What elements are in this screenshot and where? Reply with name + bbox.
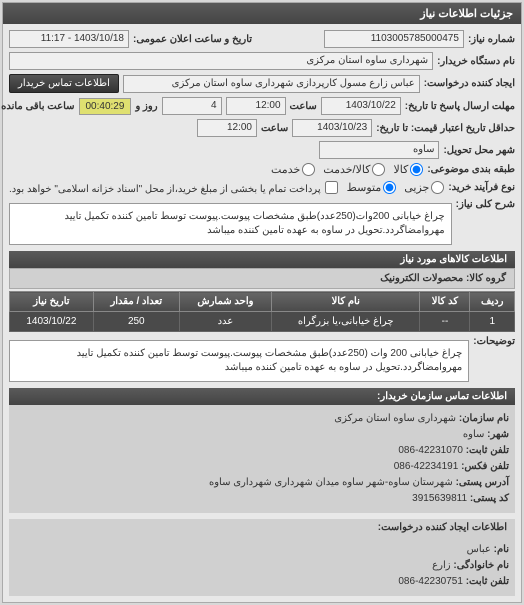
phone-label: تلفن ثابت: — [466, 445, 509, 456]
creator-name-label: ایجاد کننده درخواست: — [424, 78, 515, 89]
cr-name-label: نام: — [494, 544, 509, 555]
payment-note-checkbox[interactable] — [325, 181, 338, 194]
budget-opt-0-label: کالا — [393, 163, 408, 176]
goods-info-header: اطلاعات کالاهای مورد نیاز — [9, 251, 515, 268]
creator-section: نام: عباس نام خانوادگی: زارع تلفن ثابت: … — [9, 536, 515, 596]
remaining-suffix: ساعت باقی مانده — [1, 101, 74, 112]
validity-label: حداقل تاریخ اعتبار قیمت: تا تاریخ: — [376, 123, 515, 134]
request-no-value: 1103005785000475 — [324, 30, 464, 48]
announce-date-label: تاریخ و ساعت اعلان عمومی: — [133, 34, 252, 45]
post-label: کد پستی: — [470, 493, 509, 504]
col-code: کد کالا — [420, 292, 470, 312]
cr-phone-value: 42230751-086 — [398, 576, 463, 587]
validity-time: 12:00 — [197, 119, 257, 137]
need-details-panel: جزئیات اطلاعات نیاز شماره نیاز: 11030057… — [2, 2, 522, 603]
cr-name-value: عباس — [467, 544, 491, 555]
phone-value: 42231070-086 — [398, 445, 463, 456]
col-qty: تعداد / مقدار — [93, 292, 179, 312]
validity-time-label: ساعت — [261, 123, 288, 134]
post-value: 3915639811 — [412, 493, 467, 504]
cell-name: چراغ خیابانی،یا بزرگراه — [272, 312, 420, 332]
buy-opt-1[interactable]: متوسط — [347, 181, 397, 194]
budget-radio-2[interactable] — [302, 163, 315, 176]
cell-unit: عدد — [179, 312, 271, 332]
buy-opt-0-label: جزیی — [404, 181, 429, 194]
buy-radio-1[interactable] — [383, 181, 396, 194]
buy-opt-0[interactable]: جزیی — [404, 181, 444, 194]
request-no-label: شماره نیاز: — [468, 34, 515, 45]
goods-group-value: محصولات الکترونیک — [380, 273, 463, 284]
cr-fam-value: زارع — [432, 560, 450, 571]
table-row[interactable]: 1 -- چراغ خیابانی،یا بزرگراه عدد 250 140… — [10, 312, 515, 332]
budget-radio-0[interactable] — [410, 163, 423, 176]
addr-value: شهرستان ساوه-شهر ساوه میدان شهرداری شهرد… — [209, 477, 453, 488]
validity-date: 1403/10/23 — [292, 119, 372, 137]
col-date: تاریخ نیاز — [10, 292, 94, 312]
col-name: نام کالا — [272, 292, 420, 312]
cr-phone-label: تلفن ثابت: — [466, 576, 509, 587]
contact-header: اطلاعات تماس سازمان خریدار: — [9, 388, 515, 405]
org-label: نام سازمان: — [459, 413, 509, 424]
budget-opt-1[interactable]: کالا/خدمت — [323, 163, 385, 176]
goods-group-label: گروه کالا: — [466, 273, 506, 284]
col-unit: واحد شمارش — [179, 292, 271, 312]
goods-group-row: گروه کالا: محصولات الکترونیک — [9, 268, 515, 289]
remaining-days: 4 — [162, 97, 222, 115]
deadline-time-label: ساعت — [290, 101, 317, 112]
city-label: شهر: — [487, 429, 509, 440]
payment-note-text: پرداخت تمام یا بخشی از مبلغ خرید،از محل … — [9, 184, 321, 195]
main-desc-text: چراغ خیابانی 200وات(250عدد)طبق مشخصات پی… — [9, 203, 452, 245]
detail-desc-text: چراغ خیابانی 200 وات (250عدد)طبق مشخصات … — [9, 340, 469, 382]
buy-type-label: نوع فرآیند خرید: — [448, 182, 515, 193]
delivery-city-label: شهر محل تحویل: — [443, 145, 515, 156]
col-row: ردیف — [470, 292, 515, 312]
budget-opt-2-label: خدمت — [271, 163, 300, 176]
buy-type-group: جزیی متوسط — [347, 181, 445, 194]
cell-row: 1 — [470, 312, 515, 332]
fax-value: 42234191-086 — [394, 461, 459, 472]
budget-type-label: طبقه بندی موضوعی: — [427, 164, 515, 175]
announce-date-value: 1403/10/18 - 11:17 — [9, 30, 129, 48]
buyer-name-value: شهرداری ساوه استان مرکزی — [9, 52, 433, 70]
org-value: شهرداری ساوه استان مرکزی — [334, 413, 456, 424]
buyer-name-label: نام دستگاه خریدار: — [437, 56, 515, 67]
addr-label: آدرس پستی: — [456, 477, 509, 488]
main-desc-label: شرح کلی نیاز: — [456, 199, 515, 210]
deadline-time: 12:00 — [226, 97, 286, 115]
contact-section: نام سازمان: شهرداری ساوه استان مرکزی شهر… — [9, 405, 515, 513]
remaining-days-label: روز و — [135, 101, 157, 112]
goods-table-header-row: ردیف کد کالا نام کالا واحد شمارش تعداد /… — [10, 292, 515, 312]
cell-qty: 250 — [93, 312, 179, 332]
buy-radio-0[interactable] — [431, 181, 444, 194]
panel-title: جزئیات اطلاعات نیاز — [3, 3, 521, 24]
buy-opt-1-label: متوسط — [347, 181, 382, 194]
contact-buyer-button[interactable]: اطلاعات تماس خریدار — [9, 74, 119, 93]
budget-radio-1[interactable] — [372, 163, 385, 176]
fax-label: تلفن فکس: — [461, 461, 509, 472]
budget-type-group: کالا کالا/خدمت خدمت — [271, 163, 423, 176]
deadline-label: مهلت ارسال پاسخ تا تاریخ: — [405, 101, 515, 112]
creator-name-value: عباس زارع مسول کارپردازی شهرداری ساوه اس… — [123, 75, 420, 93]
delivery-city-value: ساوه — [319, 141, 439, 159]
deadline-date: 1403/10/22 — [321, 97, 401, 115]
city-value: ساوه — [463, 429, 485, 440]
budget-opt-1-label: کالا/خدمت — [323, 163, 370, 176]
goods-table: ردیف کد کالا نام کالا واحد شمارش تعداد /… — [9, 291, 515, 332]
remaining-timer: 00:40:29 — [79, 98, 132, 115]
detail-desc-label: توضیحات: — [473, 336, 515, 347]
cell-date: 1403/10/22 — [10, 312, 94, 332]
cr-fam-label: نام خانوادگی: — [453, 560, 509, 571]
budget-opt-0[interactable]: کالا — [393, 163, 423, 176]
creator-header: اطلاعات ایجاد کننده درخواست: — [9, 519, 515, 536]
budget-opt-2[interactable]: خدمت — [271, 163, 315, 176]
cell-code: -- — [420, 312, 470, 332]
